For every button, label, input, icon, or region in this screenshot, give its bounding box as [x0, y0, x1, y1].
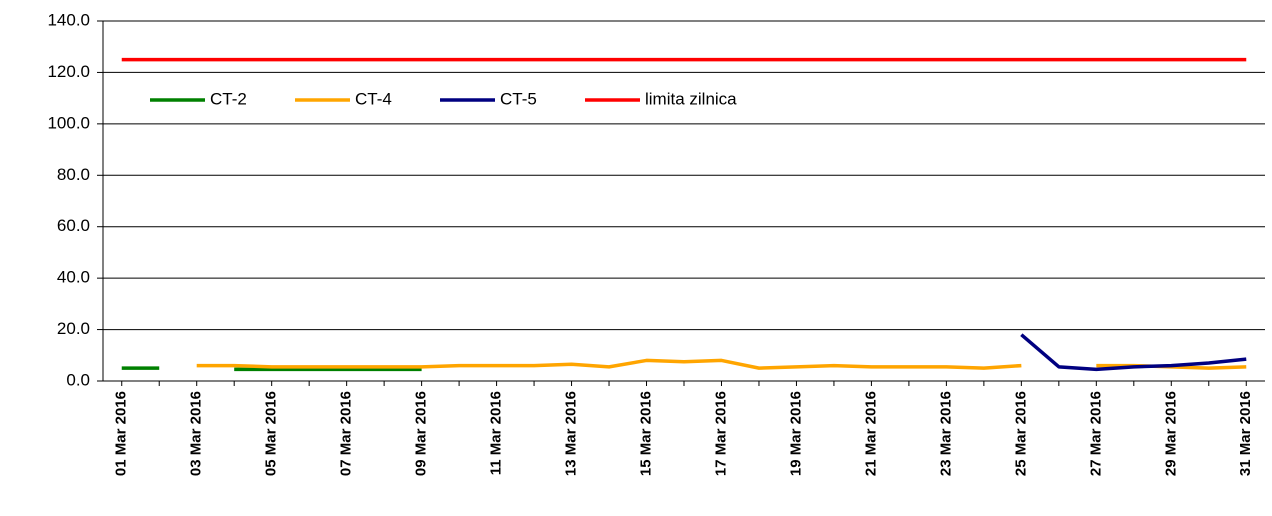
y-tick-label: 60.0	[57, 216, 90, 235]
y-tick-label: 100.0	[47, 113, 90, 132]
x-tick-label: 27 Mar 2016	[1087, 391, 1104, 476]
series-line	[121, 366, 422, 372]
x-tick-label: 03 Mar 2016	[188, 391, 205, 476]
legend-label: CT-4	[355, 89, 392, 108]
x-tick-label: 23 Mar 2016	[937, 391, 954, 476]
legend-label: CT-2	[210, 89, 247, 108]
x-tick-label: 17 Mar 2016	[712, 391, 729, 476]
x-tick-label: 15 Mar 2016	[637, 391, 654, 476]
y-tick-label: 40.0	[57, 268, 90, 287]
y-tick-label: 120.0	[47, 62, 90, 81]
y-tick-label: 0.0	[66, 370, 90, 389]
series-line	[1020, 333, 1247, 372]
x-tick-label: 11 Mar 2016	[488, 391, 505, 475]
x-tick-label: 07 Mar 2016	[338, 391, 355, 476]
x-tick-label: 19 Mar 2016	[787, 391, 804, 476]
x-tick-label: 13 Mar 2016	[563, 391, 580, 476]
x-tick-label: 09 Mar 2016	[413, 391, 430, 476]
x-tick-label: 21 Mar 2016	[862, 391, 879, 476]
series-line	[196, 358, 1247, 370]
y-tick-label: 20.0	[57, 319, 90, 338]
legend-label: limita zilnica	[645, 89, 737, 108]
x-tick-label: 25 Mar 2016	[1012, 391, 1029, 476]
x-tick-label: 29 Mar 2016	[1162, 391, 1179, 476]
legend-label: CT-5	[500, 89, 537, 108]
x-tick-label: 05 Mar 2016	[263, 391, 280, 476]
x-tick-label: 01 Mar 2016	[113, 391, 130, 476]
x-tick-label: 31 Mar 2016	[1237, 391, 1254, 476]
y-tick-label: 140.0	[47, 10, 90, 29]
y-tick-label: 80.0	[57, 165, 90, 184]
